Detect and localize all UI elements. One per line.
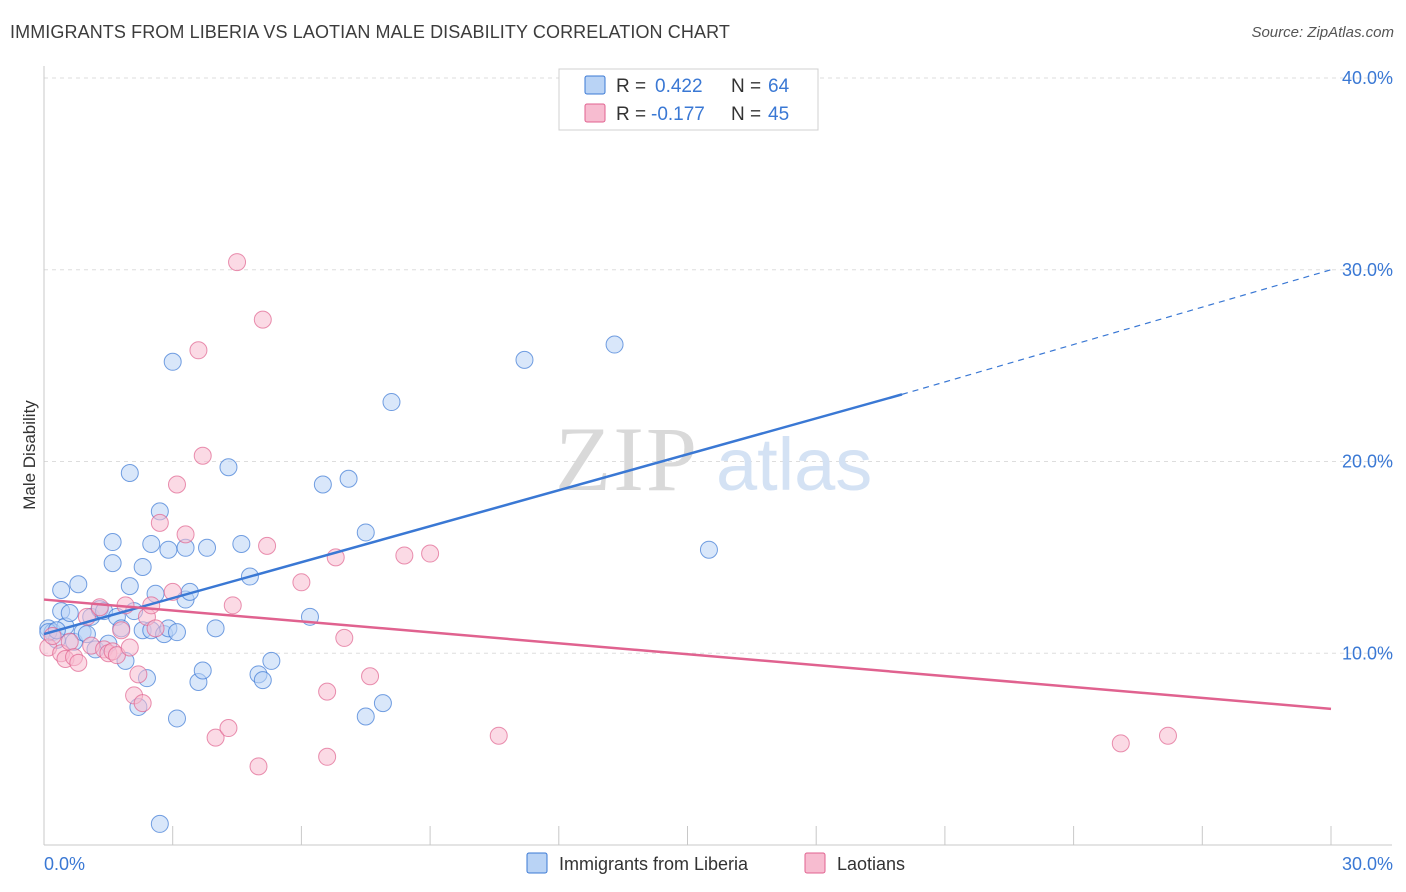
point-liberia: [167, 709, 186, 728]
point-liberia: [605, 335, 624, 354]
stats-n-label-liberia: N =: [731, 76, 761, 97]
point-laotians: [133, 694, 152, 713]
watermark-atlas: atlas: [716, 423, 872, 506]
point-laotians: [223, 596, 242, 615]
point-laotians: [167, 475, 186, 494]
stats-n-label-laotians: N =: [731, 104, 761, 125]
points-layer: [39, 253, 1177, 833]
point-liberia: [356, 523, 375, 542]
point-liberia: [198, 538, 217, 557]
point-laotians: [90, 598, 109, 617]
point-laotians: [69, 653, 88, 672]
point-liberia: [253, 671, 272, 690]
point-liberia: [206, 619, 225, 638]
point-laotians: [60, 632, 79, 651]
point-laotians: [112, 621, 131, 640]
axis-layer: [43, 66, 1392, 846]
point-laotians: [193, 446, 212, 465]
point-liberia: [69, 575, 88, 594]
point-liberia: [133, 557, 152, 576]
point-liberia: [60, 603, 79, 622]
point-liberia: [159, 540, 178, 559]
point-liberia: [313, 475, 332, 494]
grid-layer: [44, 77, 1392, 654]
point-laotians: [253, 310, 272, 329]
y-tick-label: 10.0%: [1342, 643, 1393, 663]
legend-label-liberia: Immigrants from Liberia: [559, 854, 749, 874]
point-laotians: [146, 619, 165, 638]
trendline-laotians: [43, 598, 1332, 711]
point-liberia: [103, 554, 122, 573]
point-laotians: [335, 628, 354, 647]
point-liberia: [339, 469, 358, 488]
point-liberia: [150, 814, 169, 833]
point-liberia: [103, 533, 122, 552]
point-liberia: [52, 580, 71, 599]
point-liberia: [120, 464, 139, 483]
point-laotians: [395, 546, 414, 565]
point-laotians: [318, 747, 337, 766]
series-legend: Immigrants from Liberia Laotians: [526, 852, 905, 874]
stats-n-value-liberia: 64: [768, 76, 790, 97]
stats-n-value-laotians: 45: [768, 104, 789, 125]
x-tick-label: 30.0%: [1342, 854, 1393, 874]
point-liberia: [193, 661, 212, 680]
point-laotians: [129, 665, 148, 684]
watermark-zip: ZIP: [555, 408, 699, 510]
point-laotians: [421, 544, 440, 563]
tick-labels: 10.0% 20.0% 30.0% 40.0% 0.0% 30.0%: [44, 68, 1393, 874]
point-laotians: [1111, 734, 1130, 753]
stats-swatch-laotians: [584, 103, 606, 123]
point-liberia: [142, 534, 161, 553]
legend-swatch-liberia: [526, 852, 548, 874]
legend-swatch-laotians: [804, 852, 826, 874]
trend-layer: [43, 269, 1332, 711]
stats-r-value-liberia: 0.422: [655, 76, 703, 97]
watermark: ZIP atlas: [555, 408, 872, 510]
point-laotians: [176, 525, 195, 544]
point-laotians: [258, 536, 277, 555]
point-liberia: [356, 707, 375, 726]
x-tick-label: 0.0%: [44, 854, 85, 874]
legend-label-laotians: Laotians: [837, 854, 905, 874]
point-laotians: [206, 728, 225, 747]
point-liberia: [262, 651, 281, 670]
point-laotians: [219, 719, 238, 738]
point-liberia: [163, 352, 182, 371]
y-tick-label: 30.0%: [1342, 260, 1393, 280]
trendline-liberia-extension: [901, 269, 1332, 395]
point-liberia: [167, 623, 186, 642]
point-laotians: [318, 682, 337, 701]
point-laotians: [489, 726, 508, 745]
point-laotians: [292, 573, 311, 592]
point-laotians: [1158, 726, 1177, 745]
source-credit: Source: ZipAtlas.com: [1251, 24, 1394, 41]
y-tick-label: 20.0%: [1342, 452, 1393, 472]
point-liberia: [219, 458, 238, 477]
point-laotians: [361, 667, 380, 686]
point-laotians: [150, 513, 169, 532]
stats-legend-box: R = 0.422 N = 64 R = -0.177 N = 45: [558, 68, 819, 131]
point-laotians: [228, 253, 247, 272]
point-laotians: [249, 757, 268, 776]
point-laotians: [120, 638, 139, 657]
y-axis-label: Male Disability: [20, 400, 39, 510]
point-liberia: [699, 540, 718, 559]
point-liberia: [232, 534, 251, 553]
point-laotians: [189, 341, 208, 360]
stats-r-label-laotians: R =: [616, 104, 646, 125]
y-tick-label: 40.0%: [1342, 68, 1393, 88]
stats-r-label-liberia: R =: [616, 76, 646, 97]
point-liberia: [382, 393, 401, 412]
stats-swatch-liberia: [584, 75, 606, 95]
chart-title: IMMIGRANTS FROM LIBERIA VS LAOTIAN MALE …: [10, 22, 730, 42]
stats-r-value-laotians: -0.177: [651, 104, 705, 125]
trendline-liberia: [43, 393, 903, 636]
point-liberia: [120, 577, 139, 596]
point-liberia: [373, 694, 392, 713]
point-liberia: [515, 350, 534, 369]
